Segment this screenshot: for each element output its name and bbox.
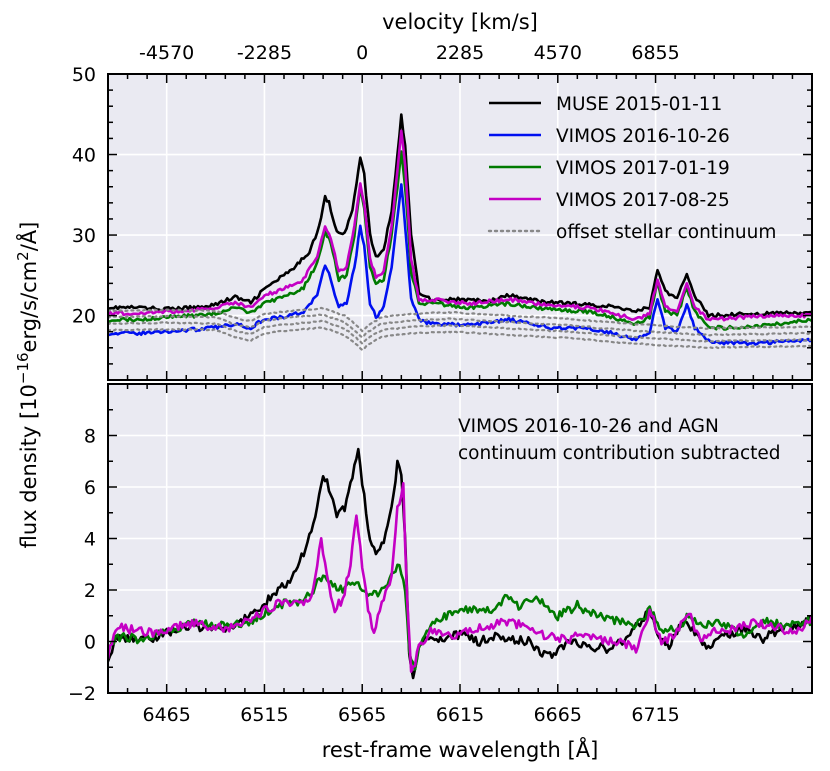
bottom-series-line (108, 482, 812, 673)
wavelength-tick-label: 6615 (436, 704, 484, 726)
top-y-tick-label: 40 (72, 145, 96, 167)
velocity-tick-label: 4570 (534, 42, 582, 64)
stellar-continuum-line (108, 319, 812, 346)
velocity-tick-label: 0 (356, 42, 368, 64)
subtraction-annotation-line2: continuum contribution subtracted (458, 443, 781, 464)
bottom-series-line (108, 447, 812, 680)
bottom-y-tick-label: 0 (84, 632, 96, 654)
velocity-tick-label: -4570 (139, 42, 194, 64)
top-series-group (108, 113, 812, 352)
y-axis-title: flux density [10−16erg/s/cm2/Å] (14, 222, 41, 549)
wavelength-tick-label: 6565 (338, 704, 386, 726)
x-axis-title: rest-frame wavelength [Å] (322, 736, 599, 762)
wavelength-tick-label: 6715 (631, 704, 679, 726)
top-y-tick-label: 30 (72, 225, 96, 247)
velocity-tick-label: -2285 (237, 42, 292, 64)
top-y-tick-label: 50 (72, 64, 96, 86)
top-y-tick-label: 20 (72, 306, 96, 328)
velocity-tick-label: 6855 (631, 42, 679, 64)
legend-label: offset stellar continuum (556, 222, 776, 243)
legend-label: VIMOS 2017-01-19 (556, 158, 730, 179)
legend: MUSE 2015-01-11 VIMOS 2016-10-26 VIMOS 201… (487, 94, 776, 243)
top-series-line (108, 113, 812, 319)
legend-label: VIMOS 2017-08-25 (556, 190, 730, 211)
bottom-y-tick-label: 6 (84, 477, 96, 499)
bottom-y-tick-label: −2 (68, 683, 96, 705)
bottom-y-tick-label: 2 (84, 580, 96, 602)
bottom-y-tick-label: 4 (84, 529, 96, 551)
legend-label: MUSE 2015-01-11 (556, 94, 722, 115)
legend-label: VIMOS 2016-10-26 (556, 126, 730, 147)
axis-ticks (108, 73, 813, 694)
top-series-line (108, 150, 812, 331)
axis-tick-labels: -4570 -2285 0 2285 4570 6855 6465 6515 6565 6615 6… (68, 42, 680, 726)
subtraction-annotation-line1: VIMOS 2016-10-26 and AGN (458, 416, 719, 437)
top-gridlines (108, 73, 812, 380)
wavelength-tick-label: 6465 (142, 704, 190, 726)
stellar-continuum-line (108, 313, 812, 339)
stellar-continuum-line (108, 306, 812, 333)
wavelength-tick-label: 6515 (240, 704, 288, 726)
velocity-tick-label: 2285 (436, 42, 484, 64)
bottom-series-group (108, 447, 812, 680)
stellar-continuum-line (108, 326, 812, 352)
bottom-y-tick-label: 8 (84, 426, 96, 448)
top-series-line (108, 129, 812, 322)
top-axis-title: velocity [km/s] (382, 10, 538, 34)
wavelength-tick-label: 6665 (534, 704, 582, 726)
top-series-line (108, 183, 812, 347)
